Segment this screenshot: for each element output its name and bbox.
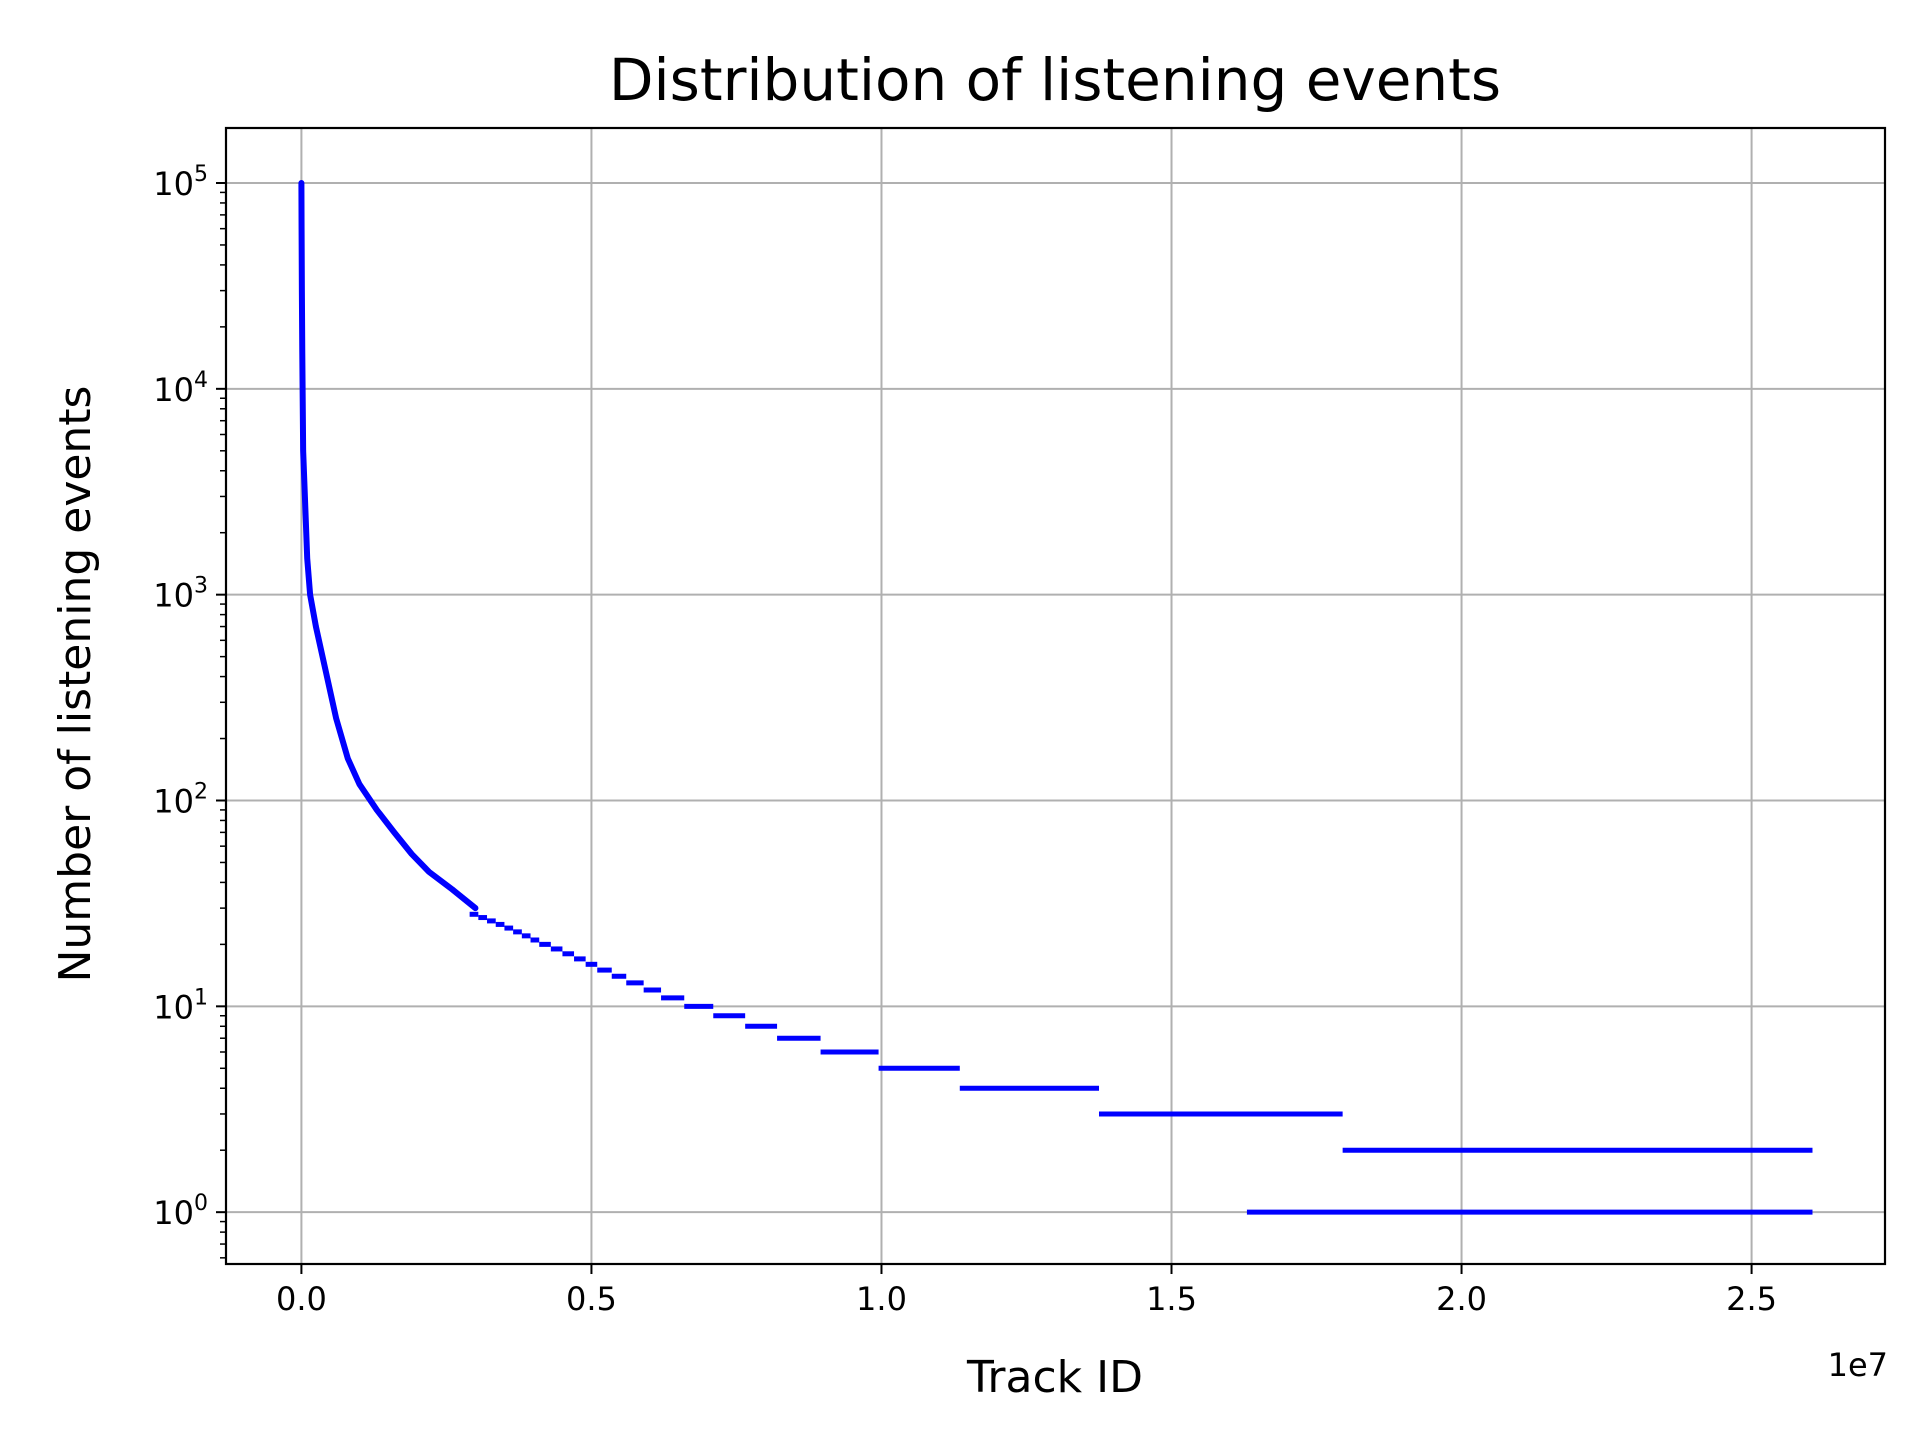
data-point xyxy=(391,829,397,835)
y-tick-label: 103 xyxy=(153,574,208,615)
y-tick-label: 102 xyxy=(153,779,208,820)
x-axis-offset-label: 1e7 xyxy=(1828,1346,1888,1384)
data-point xyxy=(322,663,328,669)
data-point xyxy=(299,349,305,356)
y-axis-label: Number of listening events xyxy=(50,386,101,983)
data-point xyxy=(313,623,319,630)
data-point xyxy=(333,715,339,722)
x-axis-label: Track ID xyxy=(966,1352,1143,1403)
data-point xyxy=(472,905,479,911)
data-point xyxy=(298,180,305,186)
grid-layer xyxy=(226,128,1885,1264)
data-layer xyxy=(298,179,1813,1215)
data-point xyxy=(345,755,351,762)
data-point xyxy=(298,226,305,232)
x-tick-label: 2.5 xyxy=(1726,1280,1777,1318)
data-point xyxy=(374,807,380,813)
y-tick-label: 105 xyxy=(153,162,208,203)
x-tick-label: 0.0 xyxy=(276,1280,327,1318)
data-point xyxy=(302,493,308,500)
plot-frame xyxy=(224,126,1887,1266)
x-tick-label: 1.5 xyxy=(1146,1280,1197,1318)
y-tick-label: 104 xyxy=(153,368,208,409)
x-tick-label: 1.0 xyxy=(856,1280,907,1318)
data-point xyxy=(409,851,415,857)
data-point xyxy=(299,288,305,294)
tick-layer: 0.0 0.5 1.0 1.5 2.0 2.5 100 101 102 103 104 105 xyxy=(153,162,1777,1318)
data-point xyxy=(300,448,306,454)
data-point xyxy=(356,781,363,787)
data-point xyxy=(307,592,313,598)
y-tick-label: 100 xyxy=(153,1191,208,1232)
series-curve xyxy=(298,179,479,912)
chart-title: Distribution of listening events xyxy=(609,46,1501,114)
data-point xyxy=(304,555,310,562)
y-tick-label: 101 xyxy=(153,985,208,1026)
x-tick-label: 0.5 xyxy=(566,1280,617,1318)
data-point xyxy=(426,869,432,875)
x-tick-label: 2.0 xyxy=(1436,1280,1487,1318)
data-point xyxy=(449,886,455,892)
